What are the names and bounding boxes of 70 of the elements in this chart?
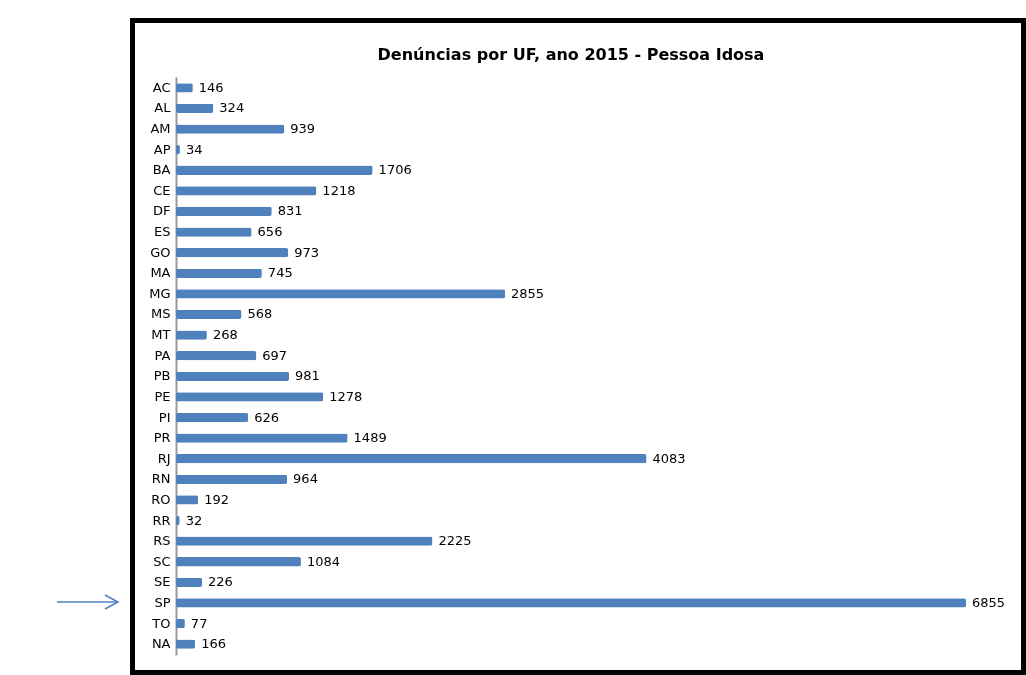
data-label: 166: [201, 636, 226, 652]
bar: [176, 474, 288, 484]
bar: [176, 371, 290, 381]
y-tick-label: TO: [151, 615, 171, 631]
data-label: 981: [295, 368, 320, 384]
data-label: 1084: [306, 553, 341, 569]
y-tick-label: GO: [150, 244, 171, 260]
data-label: 32: [185, 512, 203, 528]
data-label: 268: [212, 327, 238, 343]
y-tick-label: AP: [153, 141, 171, 157]
y-tick-label: SP: [154, 594, 171, 610]
y-tick-label: BA: [152, 162, 171, 178]
y-tick-label: RS: [153, 533, 171, 549]
y-tick-label: MT: [151, 327, 171, 343]
y-tick-label: AL: [154, 100, 172, 116]
data-label: 2225: [438, 533, 472, 549]
y-tick-label: PA: [154, 347, 171, 363]
data-label: 964: [293, 471, 318, 487]
y-tick-label: MA: [150, 265, 171, 281]
data-label: 324: [219, 100, 245, 116]
y-tick-label: RN: [151, 471, 171, 487]
data-label: 226: [208, 574, 233, 590]
y-tick-label: MS: [151, 306, 171, 322]
y-tick-label: RJ: [157, 450, 171, 466]
y-tick-label: RO: [151, 491, 171, 507]
data-label: 697: [262, 347, 288, 363]
data-label: 568: [247, 306, 273, 322]
y-tick-label: PI: [158, 409, 171, 425]
y-tick-label: ES: [154, 224, 171, 240]
data-label: 192: [204, 491, 229, 507]
bar: [176, 412, 249, 423]
data-label: 626: [254, 409, 279, 425]
bar: [176, 454, 647, 464]
data-label: 831: [277, 203, 303, 219]
data-label: 656: [257, 224, 283, 240]
y-tick-label: CE: [153, 182, 171, 198]
bar: [176, 165, 373, 175]
bar: [176, 206, 272, 217]
y-tick-label: AC: [152, 79, 171, 95]
y-tick-label: MG: [149, 285, 171, 301]
data-label: 4083: [652, 450, 686, 466]
chart-title: Denúncias por UF, ano 2015 - Pessoa Idosa: [377, 45, 765, 64]
data-label: 1706: [378, 162, 412, 178]
bar: [176, 577, 203, 587]
y-tick-label: SC: [153, 553, 171, 569]
bar: [176, 557, 301, 567]
data-label: 939: [290, 121, 316, 137]
y-tick-label: PB: [153, 368, 171, 384]
data-label: 2855: [511, 285, 545, 301]
data-label: 77: [190, 615, 208, 631]
data-label: 1218: [322, 182, 356, 198]
bar: [176, 248, 289, 258]
bar: [176, 103, 214, 114]
y-tick-label: RR: [152, 512, 171, 528]
y-tick-label: PR: [153, 430, 171, 446]
y-tick-label: SE: [154, 574, 171, 590]
y-tick-label: NA: [151, 636, 171, 652]
data-label: 1489: [353, 430, 387, 446]
data-label: 34: [185, 141, 203, 157]
y-tick-label: DF: [153, 203, 171, 219]
bar: [176, 309, 242, 320]
bar: [176, 268, 262, 278]
y-tick-label: PE: [154, 388, 171, 404]
data-label: 146: [198, 79, 224, 95]
data-label: 6855: [972, 594, 1006, 610]
data-label: 745: [267, 265, 293, 281]
data-label: 1278: [329, 388, 363, 404]
data-label: 973: [294, 244, 319, 260]
bar: [176, 351, 257, 361]
y-tick-label: AM: [150, 121, 171, 137]
